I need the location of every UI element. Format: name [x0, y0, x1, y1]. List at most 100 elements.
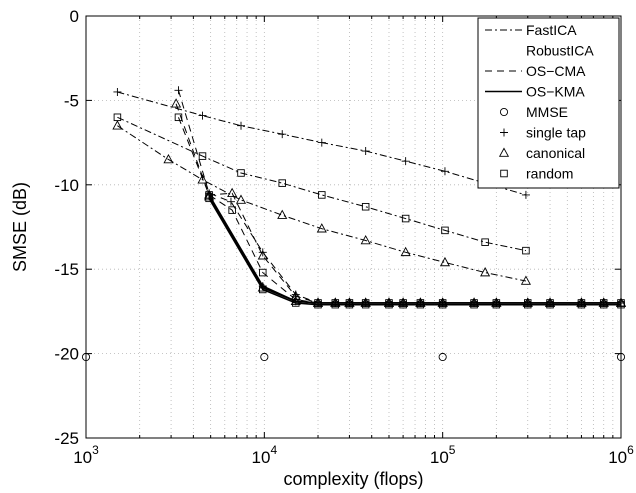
data-point	[480, 267, 491, 277]
data-point	[399, 300, 407, 309]
data-point	[524, 300, 532, 309]
data-point	[361, 202, 370, 211]
x-tick-label: 105	[430, 443, 456, 467]
plot-series	[81, 86, 627, 362]
plot-area-frame	[85, 15, 622, 439]
legend: FastICA RobustICA OS−CMA OS−KMA MMSE single t…	[477, 17, 620, 189]
data-point	[360, 297, 371, 307]
data-point	[112, 120, 123, 130]
data-point	[470, 300, 478, 309]
series-os-kma-triangle	[204, 191, 627, 307]
data-point	[318, 191, 326, 199]
data-point	[438, 300, 447, 309]
data-point	[316, 223, 327, 233]
legend-label: FastICA	[526, 22, 577, 38]
data-point	[317, 138, 326, 147]
y-tick-label: -20	[54, 345, 79, 364]
data-point	[197, 174, 208, 184]
data-point	[198, 111, 207, 120]
legend-item: RobustICA	[526, 43, 594, 59]
data-point	[204, 191, 215, 201]
legend-item: OS−CMA	[485, 63, 586, 79]
data-point	[398, 297, 409, 307]
data-point	[198, 152, 207, 160]
y-tick-label: -15	[54, 260, 79, 279]
y-tick-label: -10	[54, 176, 79, 195]
data-point	[174, 86, 183, 95]
data-point	[520, 275, 531, 285]
data-point	[546, 300, 554, 309]
data-point	[312, 297, 324, 307]
data-point	[237, 121, 246, 130]
data-point	[360, 234, 371, 245]
data-point	[113, 87, 122, 96]
data-point	[499, 107, 509, 117]
legend-label: MMSE	[526, 104, 568, 120]
data-point	[314, 300, 322, 309]
data-point	[598, 297, 609, 307]
legend-label: single tap	[526, 125, 586, 141]
data-point	[278, 130, 287, 139]
legend-label: RobustICA	[526, 43, 594, 59]
data-point	[440, 167, 449, 176]
data-point	[237, 169, 245, 177]
data-point	[330, 297, 341, 307]
y-axis-label: SMSE (dB)	[10, 182, 30, 272]
data-point	[400, 246, 411, 257]
data-point	[481, 238, 489, 246]
data-point	[383, 297, 395, 307]
data-point	[416, 300, 425, 309]
data-point	[521, 190, 530, 199]
data-point	[345, 300, 354, 309]
series-line	[117, 116, 527, 252]
data-point	[415, 297, 426, 307]
data-point	[577, 300, 586, 309]
data-point	[401, 157, 410, 166]
data-point	[228, 206, 236, 214]
data-point	[491, 297, 502, 307]
data-point	[361, 147, 370, 156]
data-point	[277, 209, 288, 219]
series-fastica-square	[113, 113, 530, 255]
legend-label: random	[526, 166, 573, 182]
y-tick-label: -5	[64, 91, 79, 110]
data-point	[469, 297, 480, 307]
series-line	[117, 125, 527, 282]
data-point	[500, 169, 508, 178]
data-point	[171, 98, 182, 108]
data-point	[260, 352, 269, 362]
y-tick-label: 0	[70, 7, 79, 26]
legend-box	[477, 17, 620, 189]
data-point	[500, 128, 508, 137]
data-point	[257, 250, 268, 260]
legend-item: random	[500, 166, 573, 182]
data-point	[163, 153, 174, 164]
x-axis-label: complexity (flops)	[283, 469, 423, 489]
data-point	[331, 300, 340, 309]
x-tick-label: 106	[608, 443, 634, 467]
y-tick-label: -25	[54, 429, 79, 448]
data-point	[438, 352, 447, 362]
legend-item: FastICA	[485, 22, 577, 38]
data-point	[441, 226, 449, 235]
data-point	[544, 297, 556, 307]
legend-label: canonical	[526, 145, 585, 161]
data-point	[227, 187, 238, 197]
legend-label: OS−CMA	[526, 63, 586, 79]
series-line	[117, 91, 527, 196]
data-point	[226, 197, 235, 206]
series-fastica-triangle	[112, 120, 531, 285]
data-point	[522, 297, 533, 307]
legend-item: MMSE	[499, 104, 568, 120]
data-point	[401, 214, 410, 223]
data-point	[344, 297, 355, 307]
data-point	[437, 297, 448, 307]
legend-item: OS−KMA	[485, 84, 585, 100]
data-point	[498, 147, 510, 157]
data-point	[290, 295, 301, 306]
data-point	[599, 300, 608, 309]
legend-label: OS−KMA	[526, 84, 585, 100]
series-mmse-circle	[81, 352, 626, 362]
